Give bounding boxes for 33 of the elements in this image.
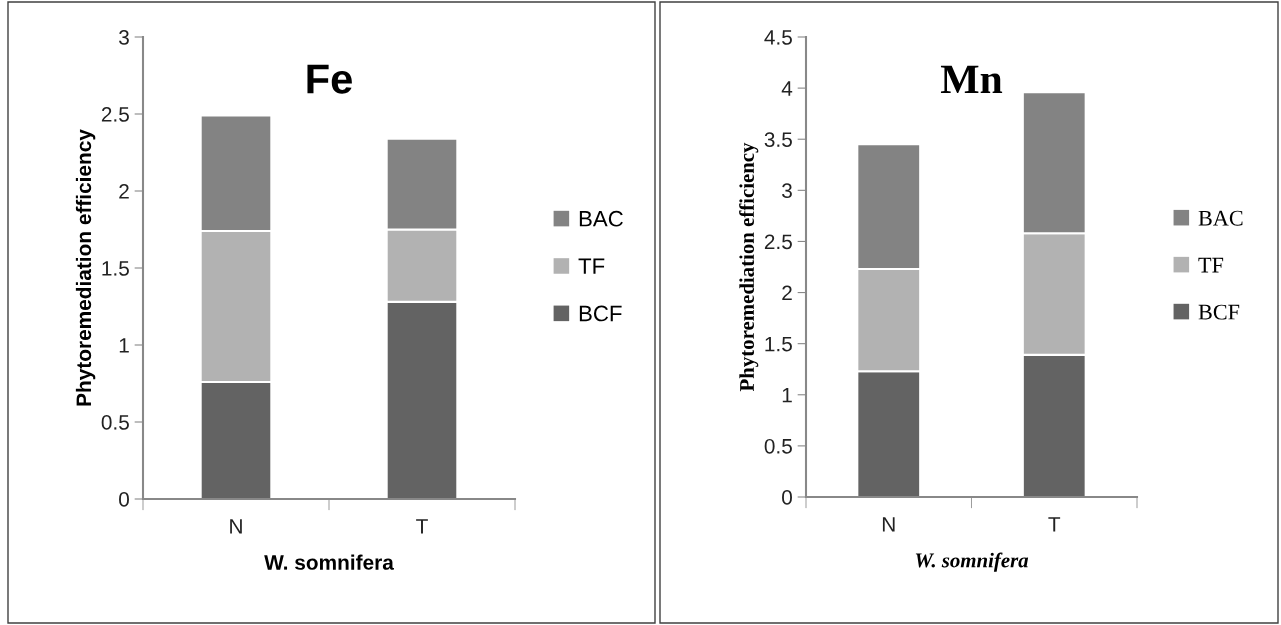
- legend-label: BAC: [579, 210, 623, 227]
- y-tick-label: 0.5: [101, 415, 129, 430]
- x-tick-label: N: [882, 517, 895, 532]
- text: Mn: [940, 65, 1003, 94]
- y-tick-label: 2.5: [101, 107, 129, 122]
- x-tick-label: N: [230, 519, 242, 534]
- y-tick-label: 3.5: [764, 132, 792, 147]
- y-tick-label: 0.5: [764, 438, 792, 454]
- y-tick-label: 1.5: [102, 261, 129, 276]
- y-tick-label: 3: [119, 30, 129, 45]
- y-tick-label: 3: [782, 183, 792, 199]
- y-tick-label: 1: [782, 387, 792, 403]
- x-axis-title: W. somnifera: [264, 554, 394, 570]
- legend-label: BAC: [1198, 210, 1243, 226]
- y-tick-label: 0: [782, 490, 792, 505]
- legend-label: TF: [1198, 257, 1224, 273]
- x-axis-title: W. somnifera: [915, 552, 1029, 572]
- x-tick-label: T: [1048, 517, 1061, 532]
- y-tick-label: 1.5: [765, 336, 792, 352]
- y-tick-label: 2.5: [764, 234, 792, 250]
- legend-label: BCF: [1198, 304, 1240, 320]
- y-tick-label: 0: [119, 492, 129, 507]
- y-tick-label: 2: [782, 285, 792, 301]
- y-tick-label: 4.5: [764, 30, 792, 45]
- legend-label: BCF: [579, 305, 622, 322]
- y-tick-label: 2: [119, 184, 129, 199]
- x-tick-label: T: [416, 519, 428, 534]
- y-tick-label: 1: [119, 338, 129, 353]
- legend-label: TF: [578, 258, 605, 274]
- y-axis-title: Phytoremediation efficiency: [75, 129, 96, 406]
- y-axis-title: Phytoremediation efficiency: [739, 142, 759, 392]
- text: Fe: [307, 64, 352, 94]
- y-tick-label: 4: [781, 81, 793, 96]
